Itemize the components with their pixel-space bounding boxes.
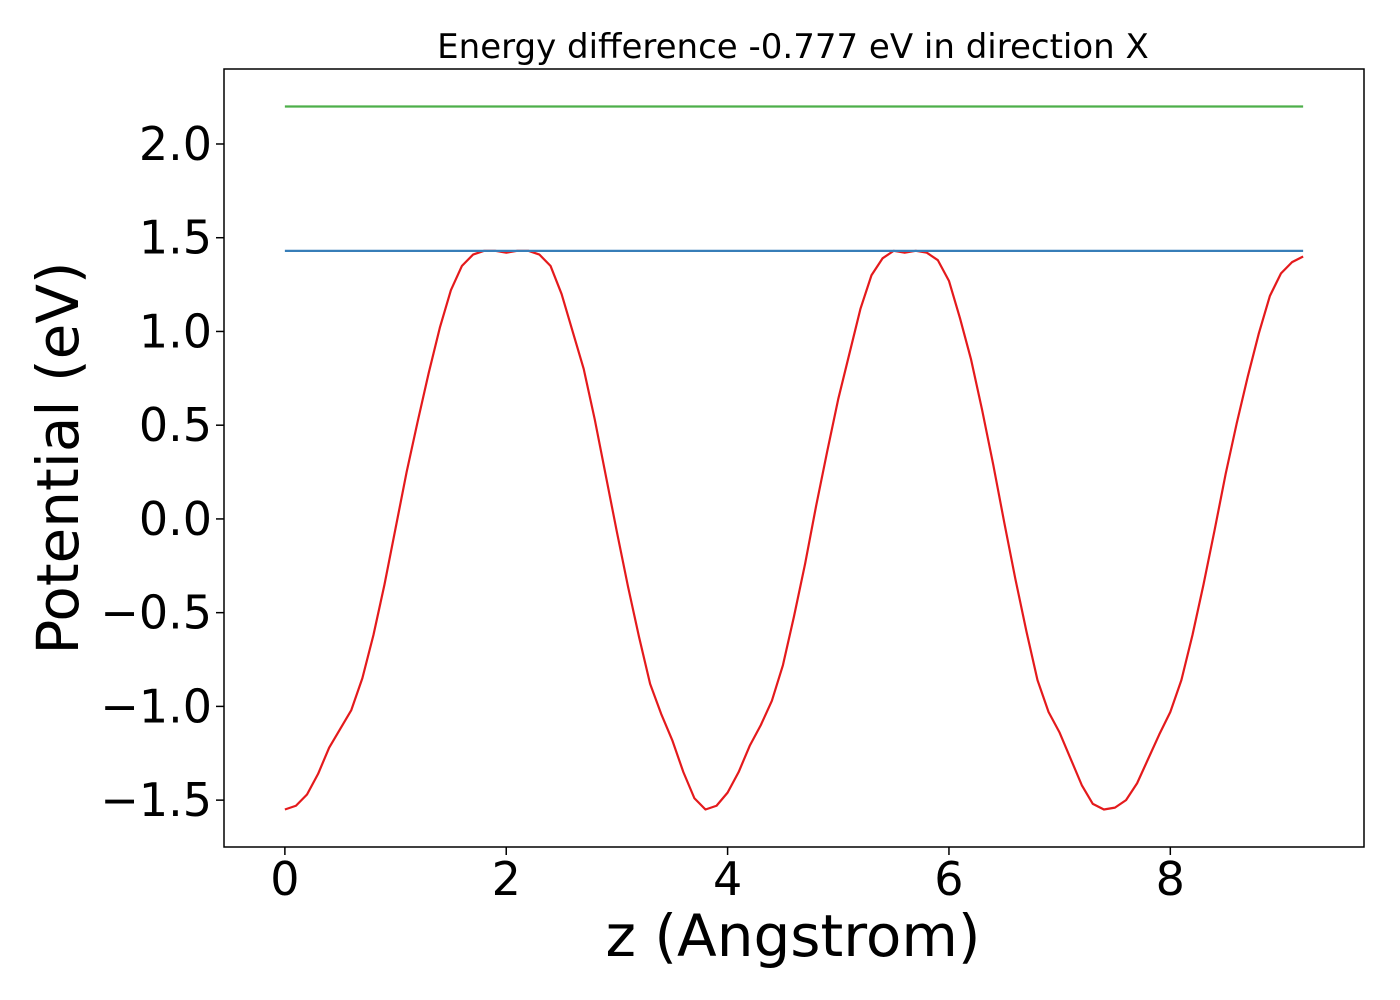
- y-axis: −1.5 −1.0 −0.5 0.0 0.5 1.0 1.5 2.0: [100, 117, 224, 827]
- y-tick-label: −1.5: [100, 773, 212, 827]
- y-tick-label: −0.5: [100, 586, 212, 640]
- x-axis: 0 2 4 6 8: [270, 847, 1185, 906]
- chart-title: Energy difference -0.777 eV in direction…: [437, 27, 1149, 67]
- y-tick-label: 0.5: [139, 398, 212, 452]
- x-tick-label: 0: [270, 852, 299, 906]
- x-axis-label: z (Angstrom): [606, 902, 981, 970]
- y-axis-label: Potential (eV): [24, 261, 92, 654]
- y-tick-label: −1.0: [100, 679, 212, 733]
- x-tick-label: 4: [713, 852, 742, 906]
- x-tick-label: 6: [934, 852, 963, 906]
- y-tick-label: 2.0: [139, 117, 212, 171]
- y-tick-label: 1.0: [139, 304, 212, 358]
- y-tick-label: 0.0: [139, 492, 212, 546]
- plot-frame: [223, 68, 1365, 848]
- plot-area: [284, 105, 1304, 811]
- x-tick-label: 8: [1156, 852, 1185, 906]
- series-line-potential: [284, 249, 1304, 811]
- x-tick-label: 2: [492, 852, 521, 906]
- y-tick-label: 1.5: [139, 211, 212, 265]
